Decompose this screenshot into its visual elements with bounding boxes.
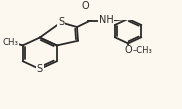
Text: S: S <box>37 64 43 74</box>
Text: O: O <box>82 1 90 11</box>
Text: CH₃: CH₃ <box>2 38 18 47</box>
Text: O: O <box>124 45 132 55</box>
Text: –CH₃: –CH₃ <box>132 46 152 55</box>
Text: NH: NH <box>99 15 114 25</box>
Text: S: S <box>58 17 64 27</box>
